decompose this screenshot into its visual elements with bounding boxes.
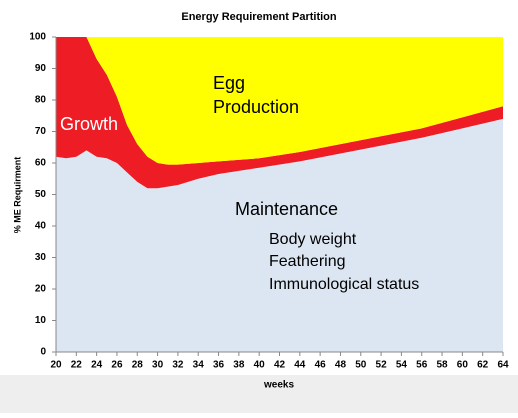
- x-tick-label: 24: [91, 360, 103, 371]
- y-tick-label: 0: [40, 347, 46, 358]
- x-tick-label: 34: [193, 360, 205, 371]
- annotation: Body weight: [269, 231, 357, 248]
- x-tick-label: 36: [213, 360, 225, 371]
- y-axis-label: % ME Requirment: [12, 157, 22, 234]
- y-tick-label: 80: [35, 95, 47, 106]
- series-label: Growth: [60, 114, 118, 134]
- x-tick-label: 40: [254, 360, 266, 371]
- x-tick-label: 20: [50, 360, 62, 371]
- annotation: Immunological status: [269, 276, 419, 293]
- x-tick-label: 58: [436, 360, 448, 371]
- area: [56, 37, 503, 165]
- x-tick-label: 28: [132, 360, 144, 371]
- footer-band: [0, 375, 518, 413]
- annotation: Egg: [213, 73, 245, 93]
- x-tick-label: 60: [457, 360, 469, 371]
- y-tick-label: 60: [35, 158, 47, 169]
- annotation: Production: [213, 97, 299, 117]
- series-label: Maintenance: [235, 199, 338, 219]
- x-tick-label: 38: [233, 360, 245, 371]
- x-tick-label: 30: [152, 360, 164, 371]
- y-tick-label: 30: [35, 252, 47, 263]
- y-tick-label: 90: [35, 63, 47, 74]
- annotation: Feathering: [269, 253, 346, 270]
- y-tick-label: 50: [35, 189, 47, 200]
- x-tick-label: 46: [315, 360, 327, 371]
- y-tick-label: 10: [35, 315, 47, 326]
- y-tick-label: 40: [35, 221, 47, 232]
- x-tick-label: 22: [71, 360, 83, 371]
- x-tick-label: 44: [294, 360, 306, 371]
- x-tick-label: 64: [497, 360, 509, 371]
- chart-title: Energy Requirement Partition: [181, 11, 337, 23]
- x-tick-label: 50: [355, 360, 367, 371]
- x-axis-label: weeks: [263, 380, 294, 391]
- x-tick-label: 56: [416, 360, 428, 371]
- x-tick-label: 54: [396, 360, 408, 371]
- y-tick-label: 100: [29, 32, 46, 43]
- x-tick-label: 32: [172, 360, 184, 371]
- y-tick-label: 20: [35, 284, 47, 295]
- area: [56, 118, 503, 353]
- x-tick-label: 62: [477, 360, 489, 371]
- x-tick-label: 42: [274, 360, 286, 371]
- x-tick-label: 26: [111, 360, 123, 371]
- y-tick-label: 70: [35, 126, 47, 137]
- area: [56, 37, 503, 189]
- x-tick-label: 52: [376, 360, 388, 371]
- x-tick-label: 48: [335, 360, 347, 371]
